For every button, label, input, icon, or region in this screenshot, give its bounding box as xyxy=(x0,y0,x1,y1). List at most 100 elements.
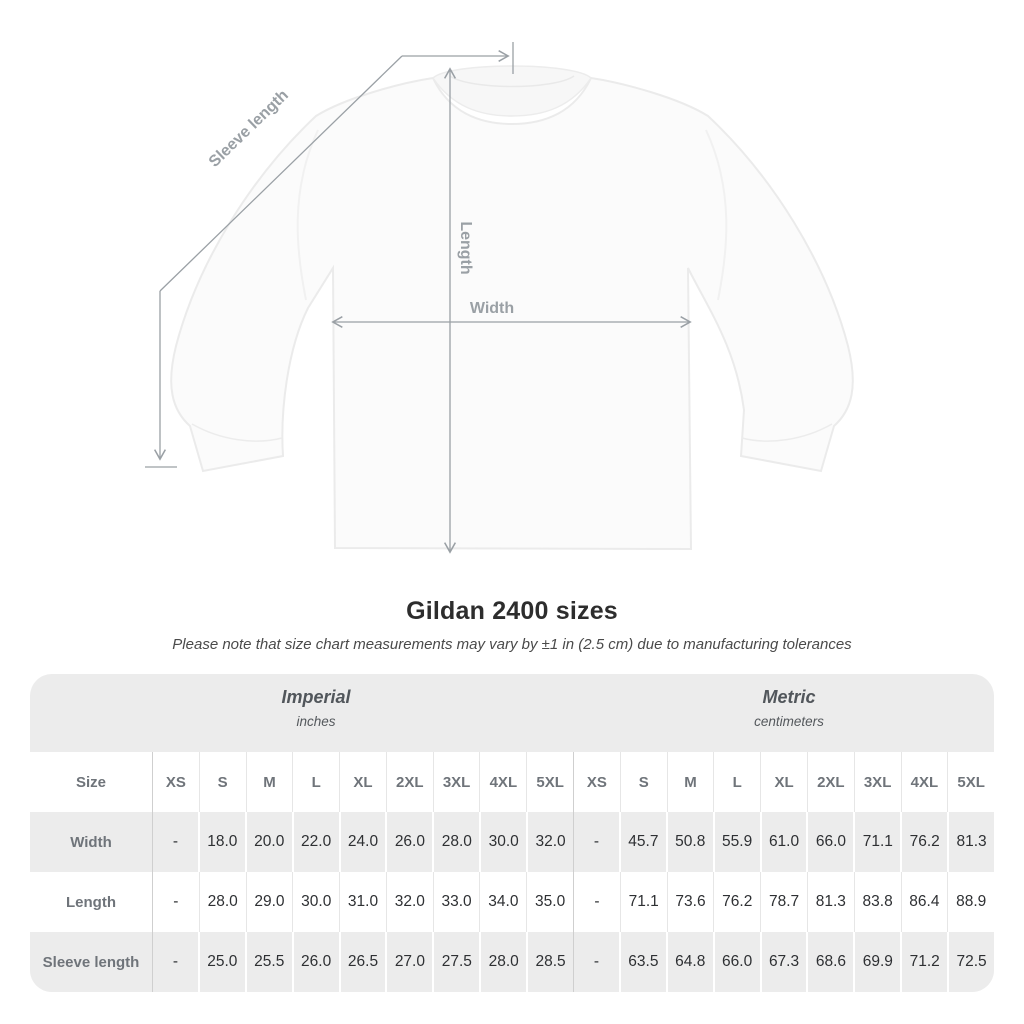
imperial-group-unit: inches xyxy=(296,714,336,729)
width-label: Width xyxy=(470,300,514,317)
table-cell-metric: 81.3 xyxy=(947,812,994,872)
table-row-width: Width -18.0 20.0 22.0 24.0 26.0 28.0 30.0 32.0-4… xyxy=(30,812,994,872)
table-cell-metric: 71.1 xyxy=(853,812,900,872)
table-cell-imperial: 34.0 xyxy=(479,872,526,932)
table-cell-imperial: - xyxy=(152,812,198,872)
right-sleeve-seam xyxy=(705,129,728,301)
table-cell-metric: 83.8 xyxy=(853,872,901,932)
table-rows: Width -18.0 20.0 22.0 24.0 26.0 28.0 30.0 32.0-4… xyxy=(30,812,994,992)
left-cuff-seam xyxy=(191,423,283,442)
size-header-imperial-xl: XL xyxy=(339,752,386,812)
table-cell-imperial: 28.0 xyxy=(432,812,479,872)
metric-group-header: Metric centimeters xyxy=(754,687,824,729)
right-cuff-seam xyxy=(741,423,833,442)
table-cell-metric: 71.1 xyxy=(619,872,667,932)
size-header-metric-m: M xyxy=(666,752,714,812)
table-cell-metric: 76.2 xyxy=(713,872,760,932)
table-cell-imperial: 27.5 xyxy=(432,932,479,992)
table-cell-metric: 66.0 xyxy=(806,812,853,872)
table-cell-metric: 86.4 xyxy=(900,872,948,932)
left-sleeve-seam xyxy=(296,129,319,301)
tolerance-note: Please note that size chart measurements… xyxy=(172,636,852,653)
size-header-metric-l: L xyxy=(713,752,760,812)
imperial-group-label: Imperial xyxy=(281,687,351,707)
table-cell-imperial: - xyxy=(152,872,199,932)
size-header-metric-5xl: 5XL xyxy=(947,752,994,812)
table-cell-metric: 78.7 xyxy=(760,872,807,932)
table-row-sleeve-length: Sleeve length -25.0 25.5 26.0 26.5 27.0 27.5 28… xyxy=(30,932,994,992)
table-row-length: Length -28.0 29.0 30.0 31.0 32.0 33.0 34.0 35.0-… xyxy=(30,872,994,932)
table-cell-metric: 72.5 xyxy=(947,932,994,992)
row-label: Length xyxy=(66,893,116,911)
size-header-imperial-4xl: 4XL xyxy=(479,752,526,812)
table-cell-imperial: 32.0 xyxy=(385,872,433,932)
size-header-imperial-l: L xyxy=(292,752,339,812)
unit-group-header: Imperial inches Metric centimeters xyxy=(30,674,994,752)
row-label: Sleeve length xyxy=(42,953,140,971)
size-header-metric-s: S xyxy=(619,752,667,812)
table-cell-metric: 71.2 xyxy=(900,932,947,992)
size-header-metric-xs: XS xyxy=(573,752,620,812)
row-label: Width xyxy=(70,833,112,851)
table-cell-imperial: 22.0 xyxy=(291,812,339,872)
table-cell-imperial: 32.0 xyxy=(526,812,573,872)
table-cell-metric: 63.5 xyxy=(618,932,666,992)
table-cell-metric: 50.8 xyxy=(665,812,713,872)
metric-group-label: Metric xyxy=(762,687,816,707)
table-cell-imperial: - xyxy=(152,932,198,992)
table-cell-imperial: 27.0 xyxy=(385,932,432,992)
size-table: Imperial inches Metric centimeters Size … xyxy=(30,674,994,992)
table-cell-imperial: 30.0 xyxy=(479,812,526,872)
page-title: Gildan 2400 sizes xyxy=(406,597,618,625)
table-cell-imperial: 28.0 xyxy=(479,932,526,992)
table-cell-imperial: 24.0 xyxy=(338,812,386,872)
table-cell-imperial: 26.0 xyxy=(291,932,339,992)
size-header-metric-2xl: 2XL xyxy=(806,752,854,812)
shirt-collar xyxy=(432,65,592,117)
table-cell-imperial: 28.5 xyxy=(526,932,573,992)
size-column-header: Size xyxy=(75,773,106,791)
table-cell-metric: - xyxy=(573,932,619,992)
table-cell-metric: 81.3 xyxy=(806,872,854,932)
table-cell-imperial: 26.5 xyxy=(338,932,386,992)
collar-seam xyxy=(449,75,575,88)
sleeve-length-line xyxy=(145,42,514,468)
table-cell-imperial: 28.0 xyxy=(198,872,246,932)
table-cell-metric: 64.8 xyxy=(665,932,713,992)
size-header-imperial-m: M xyxy=(245,752,293,812)
shirt-illustration xyxy=(170,65,854,551)
table-cell-metric: 61.0 xyxy=(759,812,807,872)
table-cell-imperial: 20.0 xyxy=(244,812,292,872)
shirt-measurement-diagram: Sleeve length Length Width xyxy=(145,42,854,554)
size-header-metric-4xl: 4XL xyxy=(900,752,948,812)
column-header-row: Size XS S M L XL 2XL 3XL 4XL 5XL XS S M L XL 2XL 3XL 4XL… xyxy=(30,752,994,812)
table-cell-metric: 55.9 xyxy=(712,812,760,872)
size-header-metric-xl: XL xyxy=(760,752,807,812)
table-cell-metric: - xyxy=(573,812,619,872)
table-cell-metric: 88.9 xyxy=(947,872,994,932)
size-header-imperial-5xl: 5XL xyxy=(526,752,573,812)
size-header-imperial-3xl: 3XL xyxy=(432,752,480,812)
size-header-metric-3xl: 3XL xyxy=(853,752,901,812)
table-cell-imperial: 35.0 xyxy=(526,872,573,932)
table-cell-imperial: 29.0 xyxy=(245,872,293,932)
table-cell-imperial: 30.0 xyxy=(292,872,339,932)
size-header-imperial-xs: XS xyxy=(152,752,199,812)
table-cell-metric: 76.2 xyxy=(900,812,947,872)
imperial-group-header: Imperial inches xyxy=(281,687,350,729)
table-cell-metric: 66.0 xyxy=(712,932,760,992)
metric-group-unit: centimeters xyxy=(754,714,824,729)
table-cell-imperial: 18.0 xyxy=(197,812,245,872)
table-cell-metric: 68.6 xyxy=(806,932,853,992)
table-cell-metric: 67.3 xyxy=(759,932,807,992)
size-header-imperial-s: S xyxy=(198,752,246,812)
size-header-imperial-2xl: 2XL xyxy=(385,752,433,812)
table-cell-metric: 73.6 xyxy=(666,872,714,932)
table-cell-imperial: 25.5 xyxy=(244,932,292,992)
table-cell-imperial: 25.0 xyxy=(197,932,245,992)
length-label: Length xyxy=(457,221,474,274)
table-cell-imperial: 33.0 xyxy=(432,872,480,932)
table-cell-metric: 69.9 xyxy=(853,932,900,992)
table-cell-imperial: 26.0 xyxy=(385,812,432,872)
table-cell-metric: 45.7 xyxy=(618,812,666,872)
